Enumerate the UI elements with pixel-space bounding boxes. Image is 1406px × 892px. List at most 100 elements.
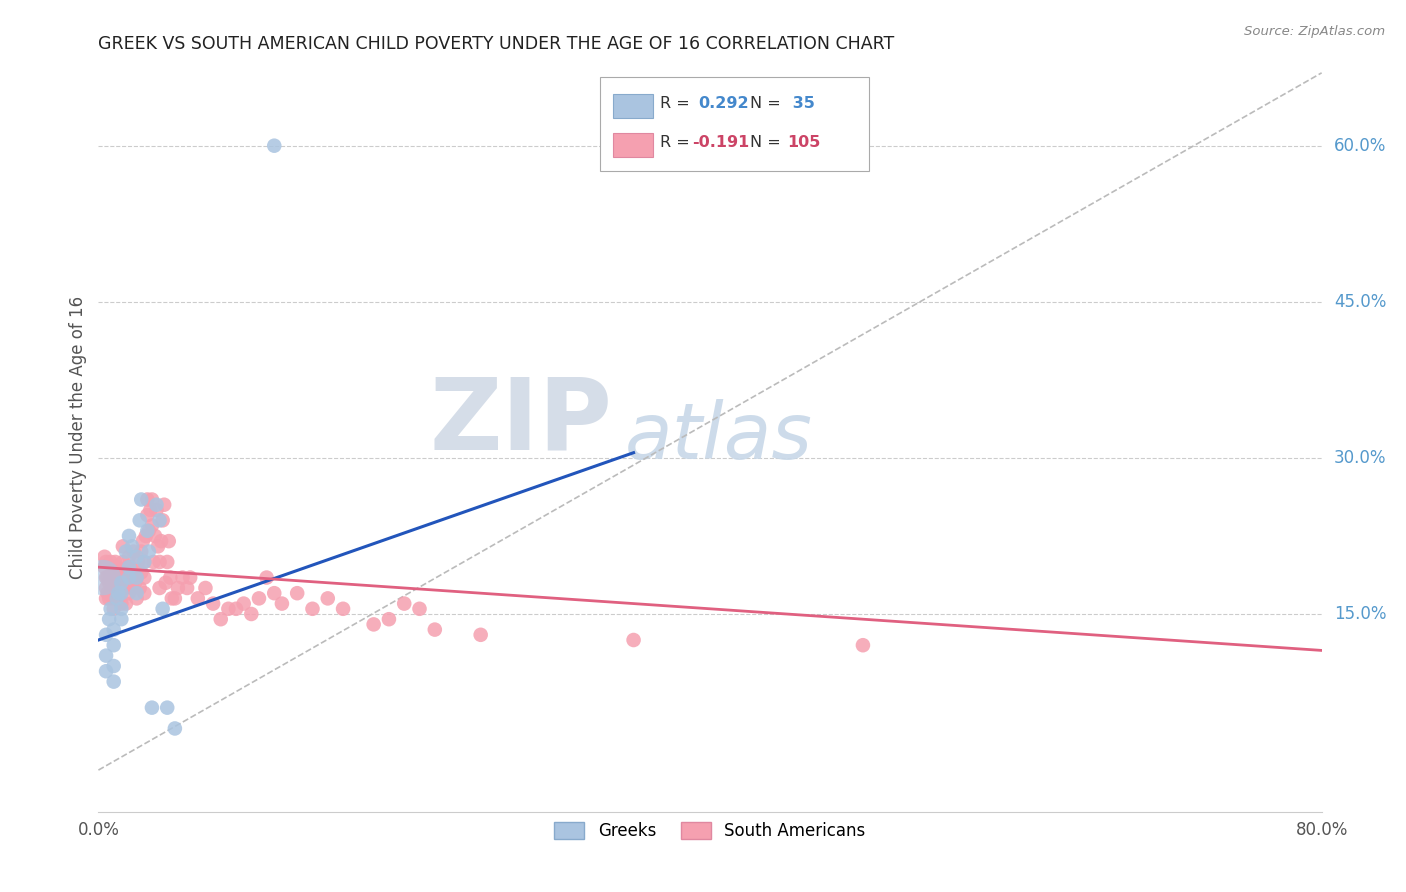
Text: 30.0%: 30.0% bbox=[1334, 449, 1386, 467]
Point bbox=[129, 544, 152, 558]
Point bbox=[121, 566, 143, 580]
Point bbox=[129, 566, 152, 580]
FancyBboxPatch shape bbox=[613, 94, 652, 118]
Point bbox=[118, 571, 141, 585]
Point bbox=[149, 581, 172, 595]
Point bbox=[104, 555, 127, 569]
Point bbox=[128, 581, 150, 595]
Point bbox=[108, 586, 131, 600]
Point bbox=[167, 581, 190, 595]
Point bbox=[378, 612, 401, 626]
Point bbox=[408, 602, 430, 616]
Text: R =: R = bbox=[659, 135, 695, 150]
Point bbox=[155, 575, 177, 590]
Point bbox=[157, 534, 180, 549]
Point bbox=[103, 591, 125, 606]
Point bbox=[187, 591, 209, 606]
Point bbox=[146, 539, 169, 553]
Point bbox=[285, 586, 308, 600]
Point bbox=[217, 602, 239, 616]
Point bbox=[152, 513, 174, 527]
Point bbox=[159, 571, 181, 585]
Point bbox=[94, 591, 117, 606]
Point bbox=[263, 138, 285, 153]
Point bbox=[97, 586, 120, 600]
Point bbox=[105, 591, 128, 606]
Point bbox=[112, 581, 135, 595]
Point bbox=[270, 597, 292, 611]
Point bbox=[156, 555, 179, 569]
Point bbox=[134, 555, 156, 569]
Point bbox=[124, 575, 146, 590]
Point bbox=[110, 586, 132, 600]
Point bbox=[100, 602, 122, 616]
Point bbox=[149, 555, 172, 569]
Text: ZIP: ZIP bbox=[429, 374, 612, 471]
Point bbox=[115, 544, 138, 558]
Text: 35: 35 bbox=[787, 96, 815, 112]
Text: N =: N = bbox=[751, 135, 786, 150]
Point bbox=[134, 586, 156, 600]
Text: 0.292: 0.292 bbox=[697, 96, 748, 112]
Point bbox=[103, 575, 125, 590]
Point bbox=[470, 628, 492, 642]
Point bbox=[105, 560, 128, 574]
Point bbox=[118, 549, 141, 564]
Point bbox=[94, 628, 117, 642]
Text: 60.0%: 60.0% bbox=[1334, 136, 1386, 154]
Point bbox=[97, 571, 120, 585]
Point bbox=[101, 581, 124, 595]
Point bbox=[139, 503, 162, 517]
Point bbox=[103, 602, 125, 616]
Point bbox=[194, 581, 217, 595]
Point bbox=[225, 602, 247, 616]
Point bbox=[332, 602, 354, 616]
Point bbox=[142, 555, 165, 569]
Point bbox=[125, 549, 148, 564]
Point bbox=[232, 597, 254, 611]
Point bbox=[149, 513, 172, 527]
Point bbox=[121, 581, 143, 595]
Point bbox=[152, 602, 174, 616]
Point bbox=[176, 581, 198, 595]
Point bbox=[145, 498, 167, 512]
Point bbox=[110, 581, 132, 595]
Point bbox=[107, 571, 129, 585]
Point bbox=[132, 534, 155, 549]
Point bbox=[111, 539, 134, 553]
Point bbox=[143, 529, 166, 543]
Point bbox=[93, 549, 115, 564]
Point bbox=[136, 524, 159, 538]
Point bbox=[94, 555, 117, 569]
Point bbox=[202, 597, 225, 611]
Point bbox=[118, 586, 141, 600]
Point bbox=[138, 524, 160, 538]
Point bbox=[98, 575, 121, 590]
Point bbox=[98, 591, 121, 606]
Point bbox=[103, 623, 125, 637]
Point bbox=[108, 566, 131, 580]
Text: GREEK VS SOUTH AMERICAN CHILD POVERTY UNDER THE AGE OF 16 CORRELATION CHART: GREEK VS SOUTH AMERICAN CHILD POVERTY UN… bbox=[98, 35, 894, 53]
FancyBboxPatch shape bbox=[600, 78, 869, 171]
Point bbox=[120, 560, 142, 574]
Point bbox=[125, 571, 148, 585]
Point bbox=[153, 498, 176, 512]
Point bbox=[423, 623, 446, 637]
Point bbox=[256, 571, 278, 585]
Text: 15.0%: 15.0% bbox=[1334, 605, 1386, 623]
Point bbox=[104, 571, 127, 585]
Point bbox=[363, 617, 385, 632]
Point bbox=[118, 560, 141, 574]
Point bbox=[852, 638, 875, 652]
Text: R =: R = bbox=[659, 96, 695, 112]
Point bbox=[301, 602, 323, 616]
Point bbox=[105, 581, 128, 595]
Point bbox=[160, 591, 183, 606]
Point bbox=[112, 566, 135, 580]
Point bbox=[136, 508, 159, 523]
Text: 45.0%: 45.0% bbox=[1334, 293, 1386, 310]
Point bbox=[127, 555, 149, 569]
Point bbox=[110, 566, 132, 580]
Point bbox=[138, 544, 160, 558]
Point bbox=[110, 602, 132, 616]
